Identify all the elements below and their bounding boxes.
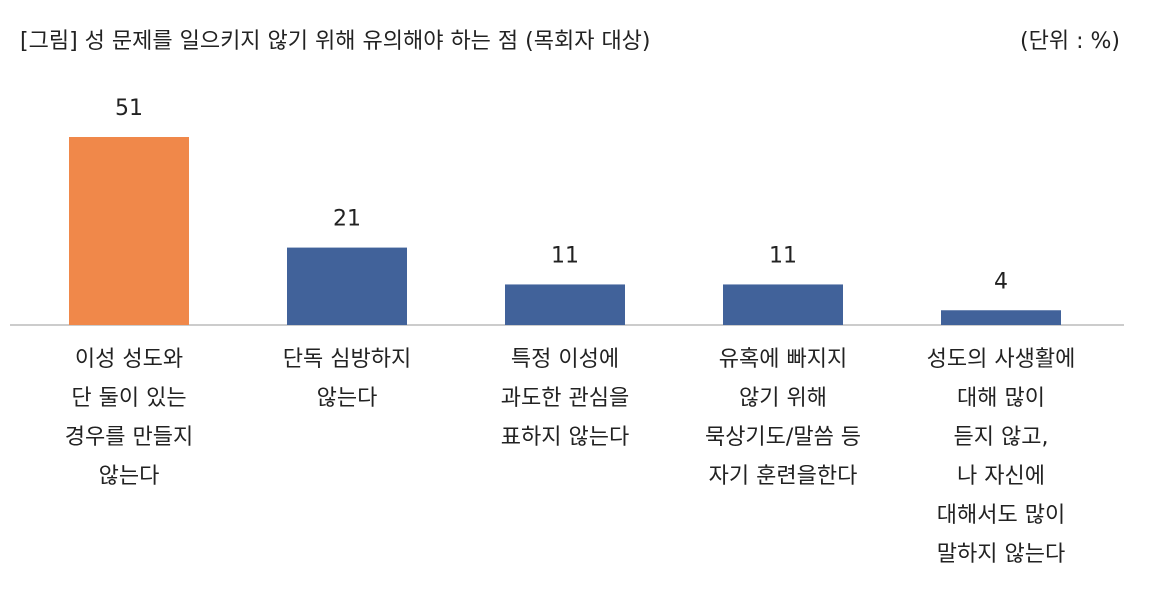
x-tick-label: 이성 성도와: [75, 347, 183, 372]
x-tick-label: 유혹에 빠지지: [719, 347, 847, 372]
x-tick-label: 특정 이성에: [511, 347, 619, 372]
unit-label: (단위 : %): [1020, 29, 1120, 54]
x-tick-label: 않기 위해: [739, 386, 827, 411]
x-tick-label: 않는다: [99, 464, 160, 489]
value-label: 21: [333, 207, 361, 232]
x-tick-label: 듣지 않고,: [954, 425, 1049, 450]
x-tick-label: 대해 많이: [957, 386, 1045, 411]
x-tick-label: 말하지 않는다: [937, 542, 1065, 567]
x-tick-label: 자기 훈련을한다: [709, 464, 858, 489]
x-tick-label: 대해서도 많이: [937, 503, 1065, 528]
value-label: 11: [551, 243, 579, 268]
bar: [69, 137, 189, 325]
bar: [723, 284, 843, 325]
x-tick-label: 단 둘이 있는: [71, 386, 186, 411]
x-tick-label: 않는다: [317, 386, 378, 411]
bar: [941, 310, 1061, 325]
value-label: 4: [994, 269, 1008, 294]
value-label: 51: [115, 96, 143, 121]
bar: [287, 247, 407, 325]
value-label: 11: [769, 243, 797, 268]
x-tick-label: 과도한 관심을: [501, 386, 629, 411]
x-tick-label: 표하지 않는다: [501, 425, 629, 450]
bar: [505, 284, 625, 325]
x-tick-label: 단독 심방하지: [283, 347, 411, 372]
x-tick-label: 나 자신에: [957, 464, 1045, 489]
chart-title: [그림] 성 문제를 일으키지 않기 위해 유의해야 하는 점 (목회자 대상): [20, 29, 651, 54]
x-tick-label: 경우를 만들지: [65, 425, 193, 450]
x-tick-label: 묵상기도/말씀 등: [705, 425, 861, 450]
x-tick-label: 성도의 사생활에: [927, 347, 1076, 372]
